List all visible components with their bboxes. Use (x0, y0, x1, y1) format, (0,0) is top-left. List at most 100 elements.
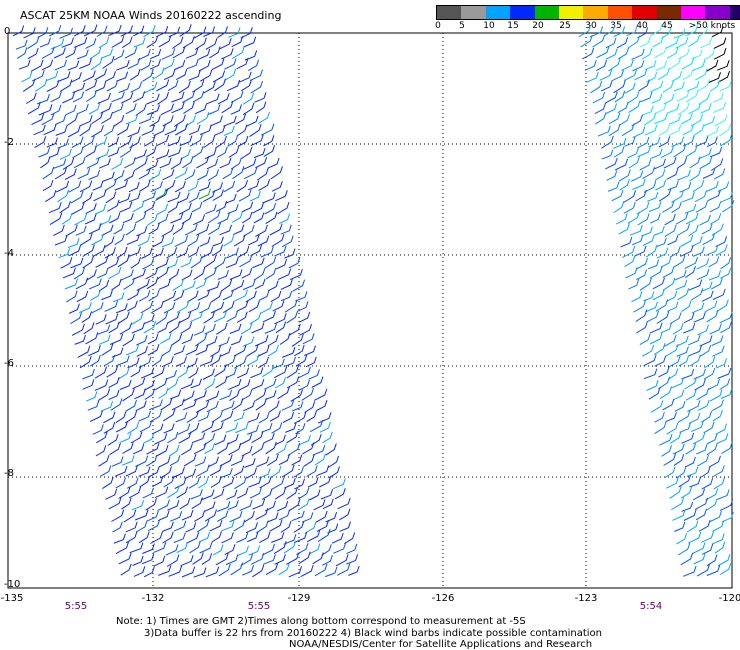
wind-barb (58, 248, 71, 259)
wind-barb (684, 376, 698, 390)
wind-barb (59, 79, 73, 92)
wind-barb (699, 466, 711, 479)
wind-barb (658, 136, 671, 148)
wind-barb (108, 136, 120, 148)
wind-barb (115, 477, 126, 489)
wind-barb (715, 358, 727, 369)
wind-barb (680, 112, 693, 125)
wind-barb (38, 104, 53, 116)
wind-barb (668, 124, 682, 136)
wind-barb (596, 60, 607, 72)
wind-barb (212, 70, 226, 83)
wind-barb (675, 466, 687, 479)
wind-barb (699, 335, 713, 347)
wind-barb (118, 193, 131, 204)
wind-barb (701, 544, 714, 555)
wind-barb (143, 25, 156, 38)
wind-barb (227, 500, 239, 511)
wind-barb (230, 454, 245, 467)
pass-time-label: 5:54 (639, 601, 663, 612)
wind-barb (103, 421, 116, 434)
wind-barb (86, 269, 97, 281)
wind-barb (59, 148, 72, 160)
wind-barb (206, 158, 219, 170)
wind-barb (293, 411, 307, 424)
wind-barb (186, 532, 200, 544)
wind-barb (269, 466, 282, 479)
wind-barb (289, 268, 303, 281)
wind-barb (282, 347, 296, 358)
wind-barb (321, 555, 333, 566)
wind-barb (703, 421, 715, 434)
wind-barb (328, 466, 340, 479)
wind-barb (647, 259, 660, 270)
wind-barb (250, 134, 264, 147)
wind-barb (127, 126, 141, 138)
y-tick-label: -8 (4, 468, 14, 479)
wind-barb (116, 123, 130, 136)
wind-barb (135, 520, 148, 533)
wind-barb (184, 115, 196, 127)
wind-barb (83, 24, 98, 37)
wind-barb (224, 544, 236, 556)
wind-barb (283, 533, 297, 545)
wind-barb (72, 82, 86, 94)
wind-barb (194, 510, 206, 522)
wind-barb (247, 180, 260, 191)
wind-barb (162, 58, 175, 71)
wind-barb (714, 541, 726, 554)
wind-barb (104, 71, 116, 82)
wind-barb (294, 478, 305, 490)
wind-barb (653, 342, 666, 356)
wind-barb (706, 136, 718, 148)
wind-barb (719, 378, 731, 390)
wind-barb (264, 500, 276, 512)
wind-barb (129, 136, 141, 149)
wind-barb (138, 531, 150, 544)
wind-barb (113, 169, 125, 181)
wind-barb (633, 300, 646, 313)
wind-barb (344, 532, 356, 545)
wind-barb (635, 189, 647, 202)
wind-barb (685, 145, 698, 158)
wind-barb (242, 92, 255, 105)
wind-barb (273, 366, 288, 379)
wind-barb (713, 101, 727, 113)
wind-barb (108, 321, 120, 334)
wind-barb (180, 378, 194, 390)
wind-barb (250, 367, 264, 379)
wind-barb (221, 100, 234, 114)
wind-barb (693, 553, 706, 565)
wind-barb (140, 59, 152, 71)
wind-barb (204, 148, 217, 160)
wind-barb (639, 36, 651, 48)
wind-barb (313, 388, 328, 401)
wind-barb (348, 565, 360, 576)
wind-barb (248, 545, 261, 556)
wind-barb (168, 146, 182, 158)
wind-barb (270, 166, 283, 180)
wind-barb (655, 179, 667, 191)
wind-barb (205, 204, 217, 215)
wind-barb (210, 345, 222, 358)
wind-barb (49, 24, 62, 37)
wind-barb (614, 158, 628, 171)
wind-barb (645, 244, 658, 258)
wind-barb (712, 410, 723, 422)
wind-barb (648, 201, 662, 213)
wind-barb (178, 311, 192, 324)
wind-barb (646, 380, 659, 391)
wind-barb (243, 400, 256, 412)
wind-barb (230, 335, 243, 346)
wind-barb (241, 146, 253, 159)
wind-barb (693, 123, 705, 137)
wind-barb (637, 27, 649, 39)
wind-barb (185, 343, 199, 356)
wind-barb (188, 124, 201, 136)
wind-barb (241, 201, 254, 213)
wind-barb (658, 67, 670, 81)
wind-barb (692, 542, 706, 554)
wind-barb (681, 501, 694, 512)
wind-barb (592, 34, 606, 48)
wind-barb (95, 204, 107, 215)
